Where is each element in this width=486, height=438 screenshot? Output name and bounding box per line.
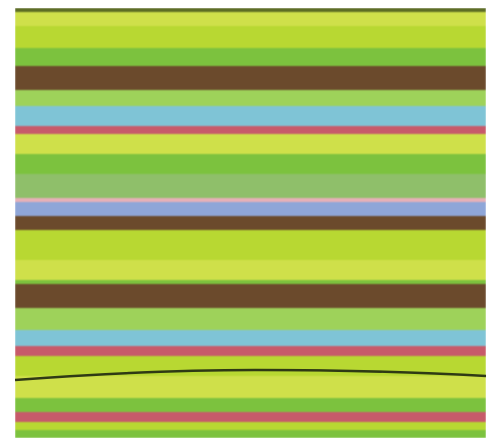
- stripe-band: [15, 430, 486, 438]
- stripe-pattern: [15, 8, 486, 438]
- stripe-band: [15, 26, 486, 48]
- striped-fabric-image: [15, 8, 486, 438]
- stripe-band: [15, 230, 486, 260]
- stripe-band: [15, 308, 486, 330]
- stripe-band: [15, 126, 486, 134]
- stripe-band: [15, 106, 486, 126]
- stripe-band: [15, 260, 486, 280]
- stripe-band: [15, 280, 486, 284]
- stripe-band: [15, 284, 486, 308]
- stripe-band: [15, 8, 486, 12]
- stripe-band: [15, 198, 486, 202]
- stripe-band: [15, 134, 486, 154]
- stripe-band: [15, 330, 486, 346]
- stripe-band: [15, 422, 486, 430]
- stripe-band: [15, 412, 486, 422]
- stripe-band: [15, 376, 486, 398]
- stripe-band: [15, 346, 486, 356]
- stripe-band: [15, 154, 486, 174]
- stripe-band: [15, 398, 486, 412]
- stripe-band: [15, 48, 486, 66]
- stripe-band: [15, 90, 486, 106]
- stripe-band: [15, 356, 486, 376]
- stripe-band: [15, 12, 486, 26]
- stripe-band: [15, 66, 486, 90]
- stripe-band: [15, 202, 486, 216]
- stripe-band: [15, 216, 486, 230]
- stripe-band: [15, 174, 486, 198]
